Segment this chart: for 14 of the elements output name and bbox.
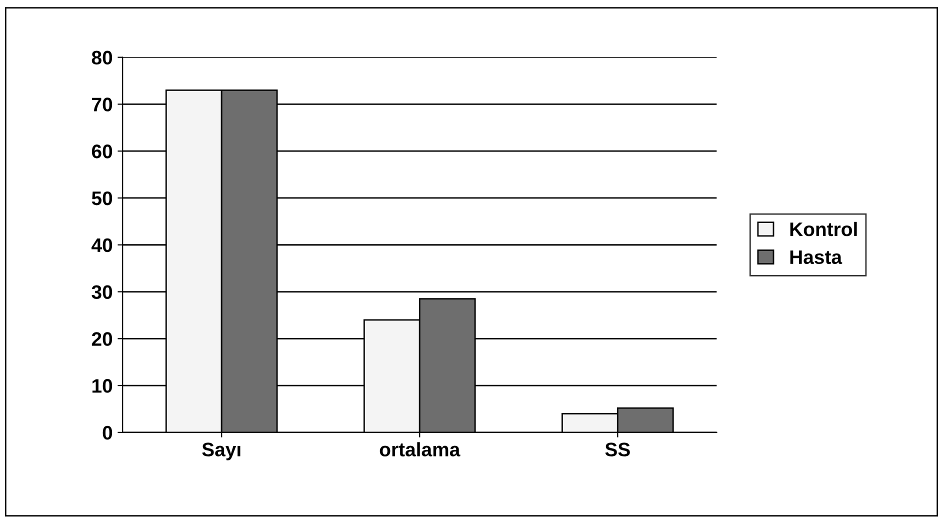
y-tick-label: 70 (92, 98, 112, 112)
x-tick-label: SS (605, 442, 630, 456)
y-tick-label: 40 (92, 238, 112, 252)
x-tick-label: Sayı (202, 442, 240, 460)
y-tick-label: 60 (92, 144, 112, 158)
y-tick-label: 20 (92, 332, 112, 346)
x-tick-label: ortalama (380, 442, 460, 456)
y-tick-label: 80 (92, 50, 112, 65)
y-tick-label: 10 (92, 379, 112, 393)
y-tick-label: 30 (92, 285, 112, 300)
y-tick-label: 0 (102, 426, 112, 440)
legend-label: Hasta (790, 250, 842, 264)
legend-label: Kontrol (790, 222, 857, 236)
y-tick-label: 50 (92, 191, 112, 206)
